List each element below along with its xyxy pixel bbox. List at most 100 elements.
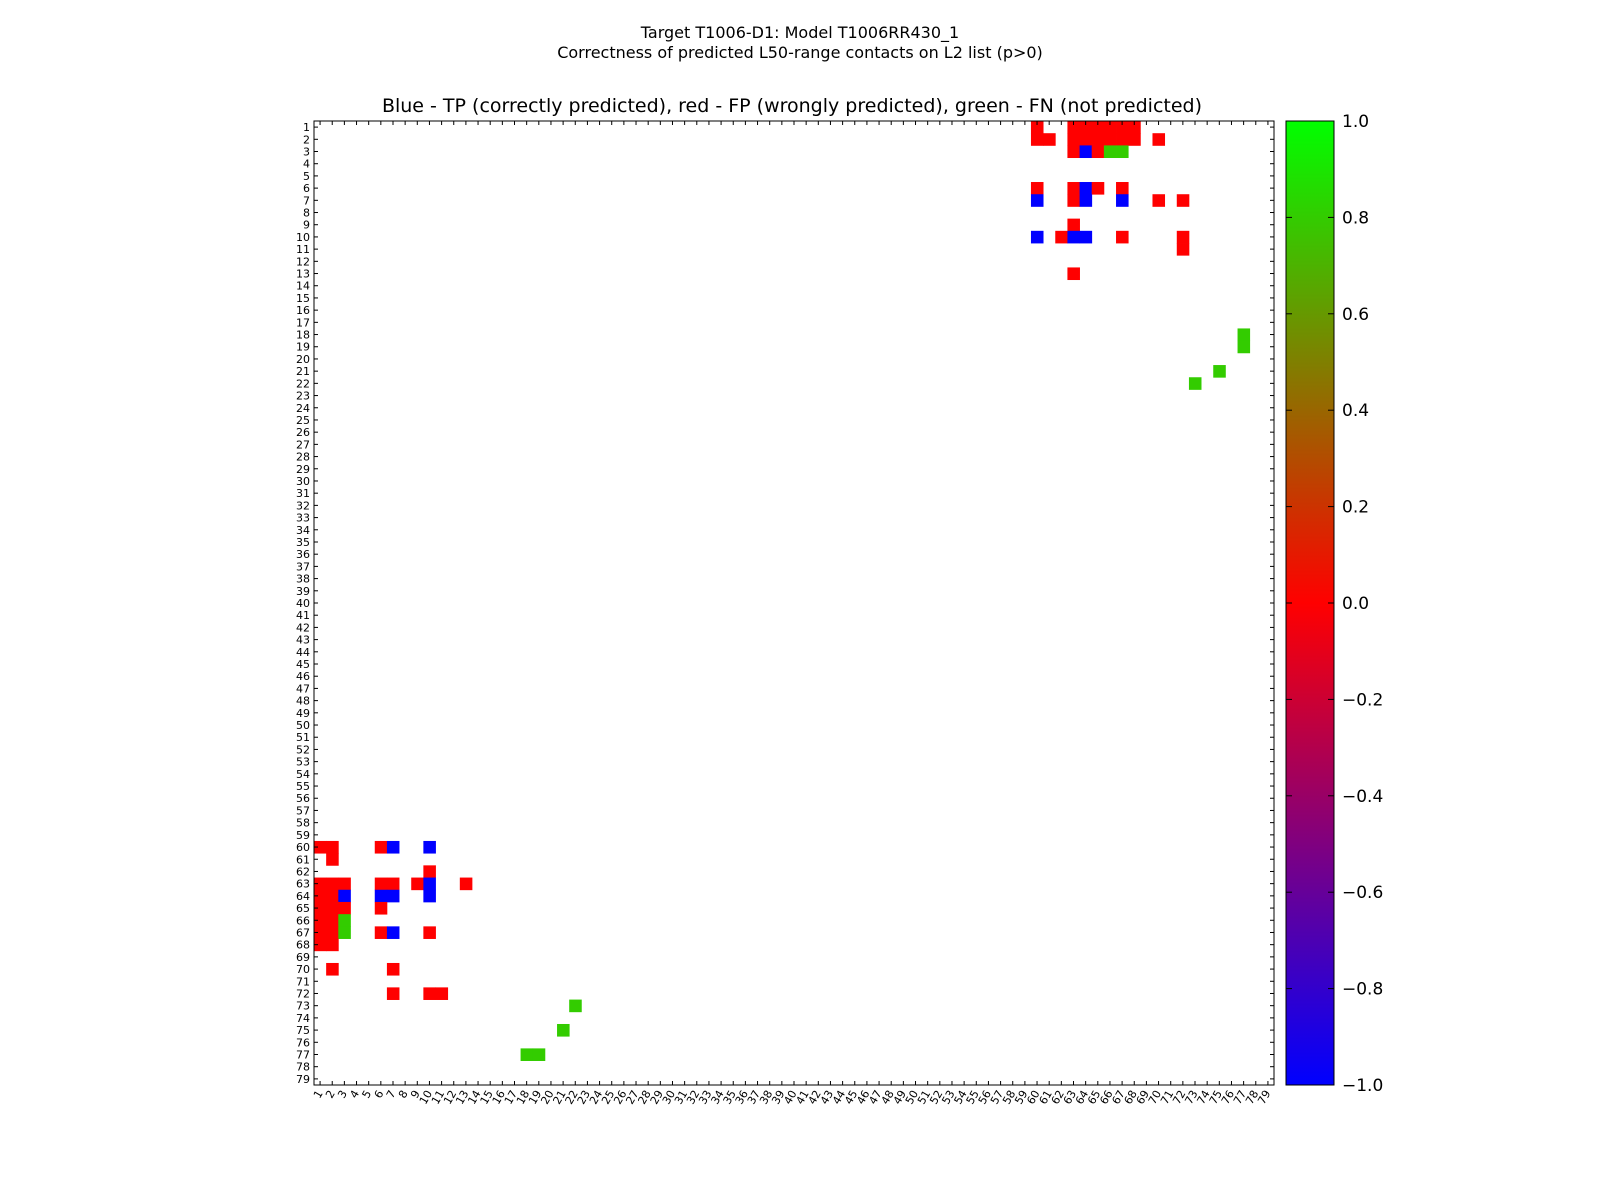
y-tick-label-49: 49 <box>296 707 310 720</box>
y-tick-label-64: 64 <box>296 890 310 903</box>
cell-fp-r60-c6 <box>374 840 388 854</box>
cell-tp-r64-c7 <box>386 889 400 903</box>
colorbar-tick-label-5: 0.0 <box>1342 594 1369 614</box>
y-tick-label-4: 4 <box>303 158 310 171</box>
y-tick-label-33: 33 <box>296 512 310 525</box>
x-tick-label-52: 52 <box>927 1088 945 1107</box>
x-tick-label-63: 63 <box>1061 1088 1079 1107</box>
y-tick-label-52: 52 <box>296 743 310 756</box>
cell-tp-r64-c10 <box>423 889 436 903</box>
x-tick-label-65: 65 <box>1085 1088 1103 1107</box>
x-tick-label-33: 33 <box>696 1088 714 1107</box>
y-tick-label-15: 15 <box>296 292 310 305</box>
x-tick-label-46: 46 <box>854 1088 872 1107</box>
y-tick-label-59: 59 <box>296 829 310 842</box>
cell-fp-r67-c2 <box>326 926 339 939</box>
y-tick-label-36: 36 <box>296 548 310 561</box>
cell-fp-r72-c7 <box>386 987 400 1000</box>
y-tick-label-44: 44 <box>296 646 310 659</box>
x-tick-label-11: 11 <box>429 1088 447 1107</box>
x-tick-label-16: 16 <box>490 1088 508 1107</box>
cell-fp-r1-c68 <box>1128 121 1141 134</box>
cell-fp-r64-c2 <box>326 889 339 903</box>
cell-tp-r3-c64 <box>1079 145 1093 159</box>
y-tick-label-43: 43 <box>296 634 310 647</box>
y-tick-label-53: 53 <box>296 756 310 769</box>
y-tick-label-62: 62 <box>296 865 310 878</box>
y-tick-label-60: 60 <box>296 841 310 854</box>
cell-fp-r10-c62 <box>1055 230 1068 244</box>
y-tick-label-76: 76 <box>296 1036 310 1049</box>
cell-fp-r2-c66 <box>1103 133 1117 146</box>
cell-fp-r60-c2 <box>326 840 339 854</box>
cell-fp-r2-c64 <box>1079 133 1093 146</box>
cell-fp-r68-c2 <box>326 938 339 952</box>
x-tick-label-19: 19 <box>526 1088 544 1107</box>
x-tick-label-70: 70 <box>1146 1088 1164 1107</box>
cell-fn-r77-c18 <box>520 1048 534 1061</box>
y-tick-label-67: 67 <box>296 926 310 939</box>
x-tick-label-74: 74 <box>1195 1088 1213 1107</box>
y-tick-label-46: 46 <box>296 670 310 683</box>
x-tick-label-60: 60 <box>1024 1088 1042 1107</box>
cell-fp-r6-c67 <box>1116 182 1129 195</box>
y-tick-label-18: 18 <box>296 329 310 342</box>
x-tick-label-49: 49 <box>891 1088 909 1107</box>
cell-fn-r21-c75 <box>1213 365 1226 378</box>
cell-fp-r2-c70 <box>1152 133 1166 146</box>
x-tick-label-20: 20 <box>538 1088 556 1107</box>
cell-fn-r66-c3 <box>338 914 351 927</box>
y-tick-label-11: 11 <box>296 243 310 256</box>
cell-fp-r2-c67 <box>1116 133 1129 146</box>
cell-fp-r65-c2 <box>326 901 339 915</box>
y-tick-label-10: 10 <box>296 231 310 244</box>
y-tick-label-23: 23 <box>296 390 310 403</box>
title-line-1: Target T1006-D1: Model T1006RR430_1 <box>640 23 959 43</box>
x-tick-label-44: 44 <box>830 1088 848 1107</box>
y-tick-label-40: 40 <box>296 597 310 610</box>
cell-fp-r1-c67 <box>1116 121 1129 134</box>
cell-fp-r1-c66 <box>1103 121 1117 134</box>
y-tick-label-45: 45 <box>296 658 310 671</box>
x-tick-label-78: 78 <box>1243 1088 1261 1107</box>
x-tick-label-40: 40 <box>781 1088 799 1107</box>
y-tick-label-55: 55 <box>296 780 310 793</box>
colorbar-tick-label-2: 0.6 <box>1342 305 1369 325</box>
cell-fp-r66-c2 <box>326 914 339 927</box>
cell-fp-r6-c60 <box>1030 182 1044 195</box>
x-tick-label-73: 73 <box>1182 1088 1200 1107</box>
y-tick-label-41: 41 <box>296 609 310 622</box>
y-tick-label-13: 13 <box>296 268 310 281</box>
colorbar-tick-label-7: −0.4 <box>1342 787 1383 807</box>
y-tick-label-34: 34 <box>296 524 310 537</box>
x-tick-label-59: 59 <box>1012 1088 1030 1107</box>
cell-fn-r77-c19 <box>532 1048 546 1061</box>
colorbar-tick-label-10: −1.0 <box>1342 1076 1383 1096</box>
y-tick-label-56: 56 <box>296 792 310 805</box>
cell-tp-r10-c64 <box>1079 230 1093 244</box>
cell-fp-r67-c10 <box>423 926 436 939</box>
x-tick-label-42: 42 <box>806 1088 824 1107</box>
y-tick-label-69: 69 <box>296 951 310 964</box>
cell-fp-r67-c6 <box>374 926 388 939</box>
cell-fp-r2-c60 <box>1030 133 1044 146</box>
y-tick-label-48: 48 <box>296 695 310 708</box>
colorbar-ticks: 1.0 0.8 0.6 0.4 0.2 0.0 −0.2 −0.4 −0.6 −0.8 −1.0 <box>1286 112 1383 1096</box>
y-tick-label-66: 66 <box>296 914 310 927</box>
y-tick-label-3: 3 <box>303 146 310 159</box>
x-tick-label-29: 29 <box>648 1088 666 1107</box>
y-tick-label-6: 6 <box>303 182 310 195</box>
cell-fp-r10-c72 <box>1176 230 1190 244</box>
colorbar-gradient <box>1285 120 1335 1086</box>
x-tick-label-79: 79 <box>1255 1088 1273 1107</box>
cell-fp-r62-c10 <box>423 865 436 878</box>
y-tick-label-29: 29 <box>296 463 310 476</box>
y-tick-label-32: 32 <box>296 499 310 512</box>
cell-tp-r60-c7 <box>386 840 400 854</box>
cell-fn-r3-c66 <box>1103 145 1117 159</box>
x-tick-label-64: 64 <box>1073 1088 1091 1107</box>
x-tick-label-15: 15 <box>478 1088 496 1107</box>
x-tick-label-77: 77 <box>1231 1088 1249 1107</box>
cell-tp-r10-c60 <box>1030 230 1044 244</box>
x-tick-label-31: 31 <box>672 1088 690 1107</box>
